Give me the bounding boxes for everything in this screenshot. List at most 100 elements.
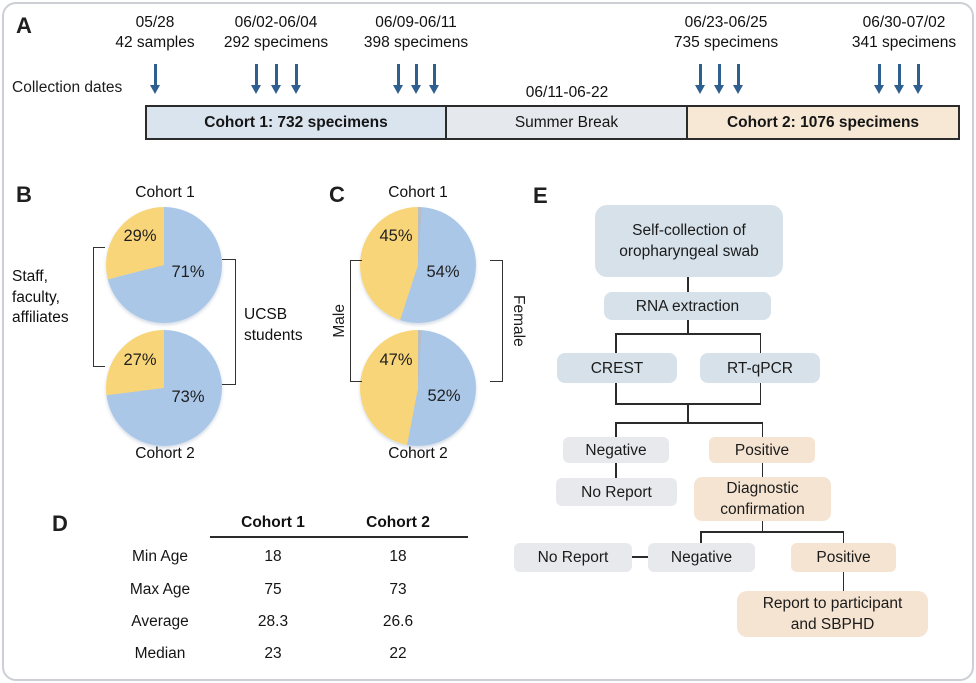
timeline-segment-cohort1: Cohort 1: 732 specimens [145,105,447,140]
table-header-rule [210,536,468,538]
collection-arrow-icon [718,64,721,90]
collection-arrow-icon [154,64,157,90]
flow-node-crest: CREST [557,353,677,383]
table-cell: 18 [264,548,282,565]
flow-connector [759,383,761,404]
flow-node-diagnostic-confirmation: Diagnostic confirmation [694,477,831,521]
collection-arrow-icon [397,64,400,90]
table-header-cohort1: Cohort 1 [241,514,305,531]
event-date: 05/28 [135,14,175,31]
flow-connector [687,277,689,292]
flow-connector [687,320,689,334]
collection-arrow-icon [878,64,881,90]
panel-d-label: D [52,511,68,536]
event-count: 398 specimens [363,34,469,51]
flow-node-rna-extraction: RNA extraction [604,292,771,320]
pie-slice-label: 27% [123,351,157,369]
timeline-event: 05/28 42 samples [85,13,225,53]
table-row-label: Max Age [129,581,191,598]
flow-connector [761,422,763,437]
flow-connector [615,422,617,437]
flow-node-rtqpcr: RT-qPCR [700,353,820,383]
flow-connector [761,463,763,477]
table-cell: 75 [264,581,282,598]
timeline-event: 06/23-06/25 735 specimens [656,13,796,53]
collection-arrow-icon [275,64,278,90]
collection-arrow-icon [415,64,418,90]
collection-arrow-icon [737,64,740,90]
pie-title-c-cohort2: Cohort 2 [388,445,448,462]
event-date: 06/02-06/04 [234,14,318,31]
event-date: 06/30-07/02 [862,14,946,31]
pie-chart-c-cohort1 [360,207,476,323]
flow-connector [632,556,648,558]
flow-connector [687,403,689,423]
flow-connector [700,531,844,533]
bracket-left-panel-b [93,247,105,367]
pie-chart-c-cohort2 [360,330,476,446]
timeline-event: 06/02-06/04 292 specimens [206,13,346,53]
collection-arrow-icon [898,64,901,90]
event-date: 06/09-06/11 [375,14,457,31]
flow-node-positive-1: Positive [709,437,815,463]
collection-arrow-icon [295,64,298,90]
table-cell: 26.6 [382,613,414,630]
bracket-right-panel-b [222,259,236,385]
pie-chart-b-cohort2 [106,330,222,446]
ucsb-students-label: UCSB students [244,306,303,344]
event-count: 735 specimens [673,34,779,51]
bracket-left-panel-c [350,260,362,382]
flow-node-negative-2: Negative [648,543,755,572]
timeline-event: 06/09-06/11 398 specimens [346,13,486,53]
table-header-cohort2: Cohort 2 [366,514,430,531]
flow-node-positive-2: Positive [791,543,896,572]
collection-arrow-icon [255,64,258,90]
event-count: 42 samples [115,34,195,51]
pie-slice-label: 52% [427,387,461,405]
collection-arrow-icon [699,64,702,90]
collection-arrow-icon [917,64,920,90]
female-label-wrap: Female [500,272,536,370]
table-row-label: Median [134,645,186,662]
flow-node-negative-1: Negative [563,437,669,463]
timeline-event: 06/30-07/02 341 specimens [834,13,974,53]
flow-connector [842,572,844,591]
flow-connector [700,531,702,544]
table-cell: 22 [389,645,407,662]
collection-arrow-icon [433,64,436,90]
flow-node-no-report-2: No Report [514,543,632,572]
flow-connector [615,422,763,424]
pie-slice-label: 73% [171,388,205,406]
flow-connector [615,333,617,353]
flow-node-report-sbphd: Report to participant and SBPHD [737,591,928,637]
pie-slice-label: 71% [171,263,205,281]
male-label: Male [331,304,348,338]
collection-dates-label: Collection dates [12,79,123,96]
flow-connector [615,463,617,478]
flow-connector [759,333,761,353]
pie-title-b-cohort1: Cohort 1 [135,184,195,201]
flow-node-self-collection: Self-collection of oropharyngeal swab [595,205,783,277]
bracket-right-panel-c [490,260,503,382]
table-cell: 73 [389,581,407,598]
timeline-segment-cohort2: Cohort 2: 1076 specimens [686,105,960,140]
table-cell: 23 [264,645,282,662]
panel-a-label: A [16,13,32,38]
pie-chart-b-cohort1 [106,207,222,323]
event-count: 341 specimens [851,34,957,51]
flow-connector [615,333,761,335]
pie-title-c-cohort1: Cohort 1 [388,184,448,201]
summer-dates-label: 06/11-06-22 [525,84,609,101]
timeline-segment-summer-break: Summer Break [445,105,688,140]
flow-connector [842,531,844,544]
panel-e-label: E [533,183,548,208]
event-count: 292 specimens [223,34,329,51]
flow-connector [615,383,617,404]
panel-c-label: C [329,182,345,207]
pie-slice-label: 45% [379,227,413,245]
pie-slice-label: 29% [123,227,157,245]
table-row-label: Average [131,613,189,630]
flow-connector [761,521,763,532]
table-cell: 18 [389,548,407,565]
